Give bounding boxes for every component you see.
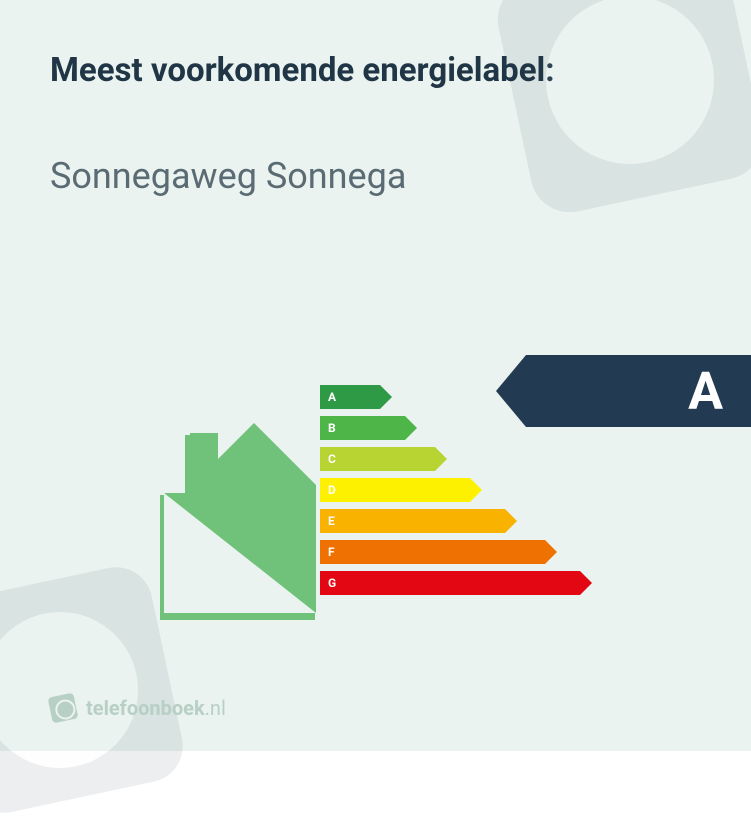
brand-icon [48,693,79,724]
energy-bar-label: D [328,483,336,497]
energy-bar-arrow [435,447,447,471]
energy-bar-row: B [320,416,580,440]
energy-bar-label: G [328,576,336,590]
brand-tld: .nl [205,696,226,720]
energy-bar: A [320,385,380,409]
energy-bar-row: C [320,447,580,471]
energy-bar: G [320,571,580,595]
energy-bar: F [320,540,545,564]
footer: telefoonboek.nl [50,695,226,721]
indicator-letter: A [688,361,723,422]
energy-bar-arrow [505,509,517,533]
card-subtitle: Sonnegaweg Sonnega [50,155,701,197]
energy-bar-arrow [580,571,592,595]
brand-text: telefoonboek.nl [86,696,226,720]
energy-bar: D [320,478,470,502]
brand-name: telefoonboek [86,696,205,720]
energy-label-card: Meest voorkomende energielabel: Sonnegaw… [0,0,751,751]
energy-bar: E [320,509,505,533]
energy-bar-label: F [328,545,335,559]
energy-bars: A B C D E F G [320,385,580,602]
energy-chart: A B C D E F G [160,385,590,625]
energy-bar-label: B [328,421,336,435]
energy-bar-row: F [320,540,580,564]
energy-bar-row: G [320,571,580,595]
card-title: Meest voorkomende energielabel: [50,50,701,91]
energy-bar-label: C [328,452,336,466]
energy-bar-arrow [545,540,557,564]
house-icon [160,395,320,625]
energy-bar-row: A [320,385,580,409]
energy-bar-arrow [380,385,392,409]
energy-bar-label: A [328,390,336,404]
energy-bar-arrow [405,416,417,440]
energy-bar-row: E [320,509,580,533]
energy-bar-row: D [320,478,580,502]
energy-bar-label: E [328,514,335,528]
energy-bar-arrow [470,478,482,502]
energy-bar: C [320,447,435,471]
energy-bar: B [320,416,405,440]
